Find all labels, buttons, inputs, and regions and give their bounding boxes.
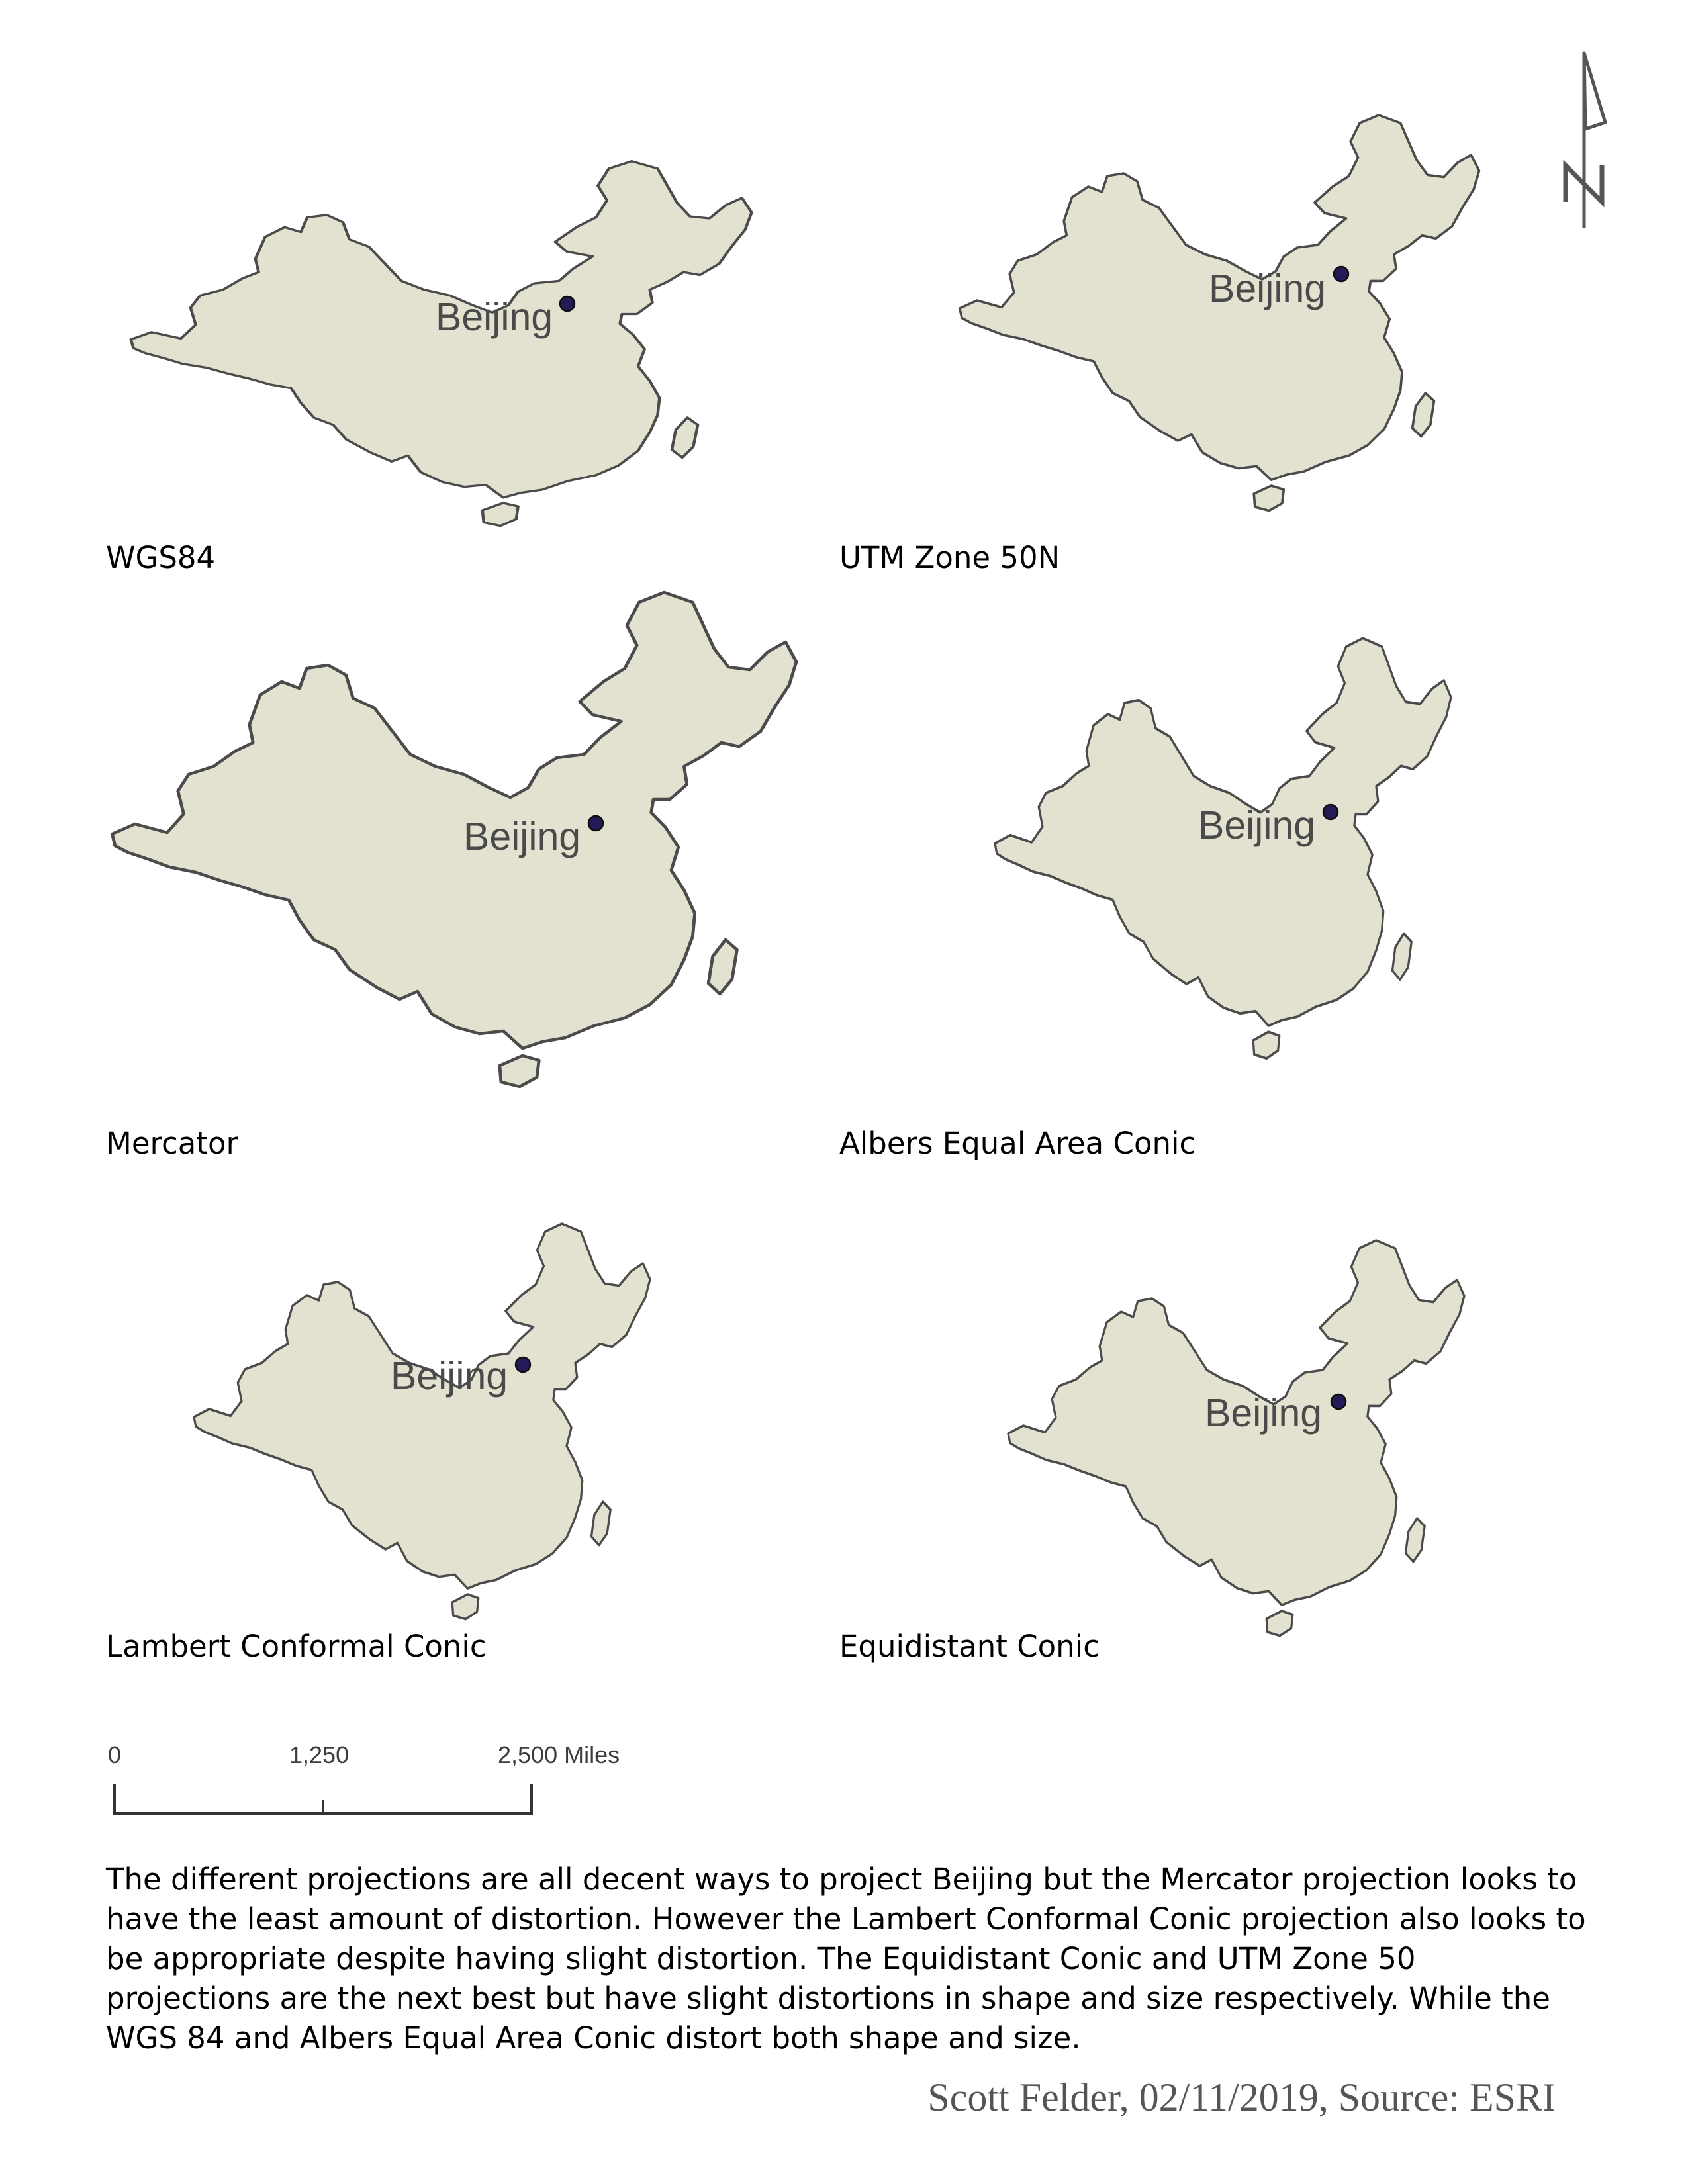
hainan-island xyxy=(1265,1610,1294,1637)
taiwan-island xyxy=(672,418,698,457)
taiwan-island xyxy=(1404,1517,1427,1563)
taiwan-island xyxy=(590,1500,612,1547)
map-lambert xyxy=(193,1222,651,1621)
scale-tick-2500: 2,500 Miles xyxy=(498,1741,620,1768)
projection-label-wgs84: WGS84 xyxy=(106,540,216,575)
china-outline xyxy=(112,592,796,1048)
map-equidistant xyxy=(1007,1239,1466,1637)
city-label-wgs84: Beijing xyxy=(436,295,553,339)
scale-bar xyxy=(113,1784,533,1815)
projection-label-lambert: Lambert Conformal Conic xyxy=(106,1629,487,1664)
scale-tick-1250: 1,250 xyxy=(289,1741,350,1768)
scale-tick-0: 0 xyxy=(108,1741,122,1768)
projection-label-albers: Albers Equal Area Conic xyxy=(839,1126,1196,1161)
taiwan-island xyxy=(1391,932,1413,981)
map-wgs84 xyxy=(119,159,768,549)
city-label-mercator: Beijing xyxy=(463,815,581,858)
projection-label-equidistant: Equidistant Conic xyxy=(839,1629,1100,1664)
city-label-albers: Beijing xyxy=(1198,803,1316,847)
china-outline xyxy=(193,1222,651,1590)
hainan-island xyxy=(500,1056,539,1087)
city-label-utm: Beijing xyxy=(1209,267,1327,310)
city-label-equidistant: Beijing xyxy=(1205,1391,1323,1435)
credit-line: Scott Felder, 02/11/2019, Source: ESRI xyxy=(927,2075,1556,2119)
taiwan-island xyxy=(708,940,737,994)
hainan-island xyxy=(451,1593,480,1621)
taiwan-island xyxy=(1411,392,1436,438)
projection-label-utm: UTM Zone 50N xyxy=(839,540,1060,575)
description-text: The different projections are all decent… xyxy=(106,1862,1586,2056)
map-utm xyxy=(958,114,1481,512)
projection-label-mercator: Mercator xyxy=(106,1126,239,1161)
hainan-island xyxy=(1252,1030,1281,1060)
city-label-lambert: Beijing xyxy=(391,1354,508,1398)
hainan-island xyxy=(1252,484,1286,512)
map-albers xyxy=(994,637,1452,1060)
hainan-island xyxy=(483,503,518,526)
map-mercator xyxy=(99,589,814,1118)
north-arrow-icon xyxy=(1563,51,1607,228)
